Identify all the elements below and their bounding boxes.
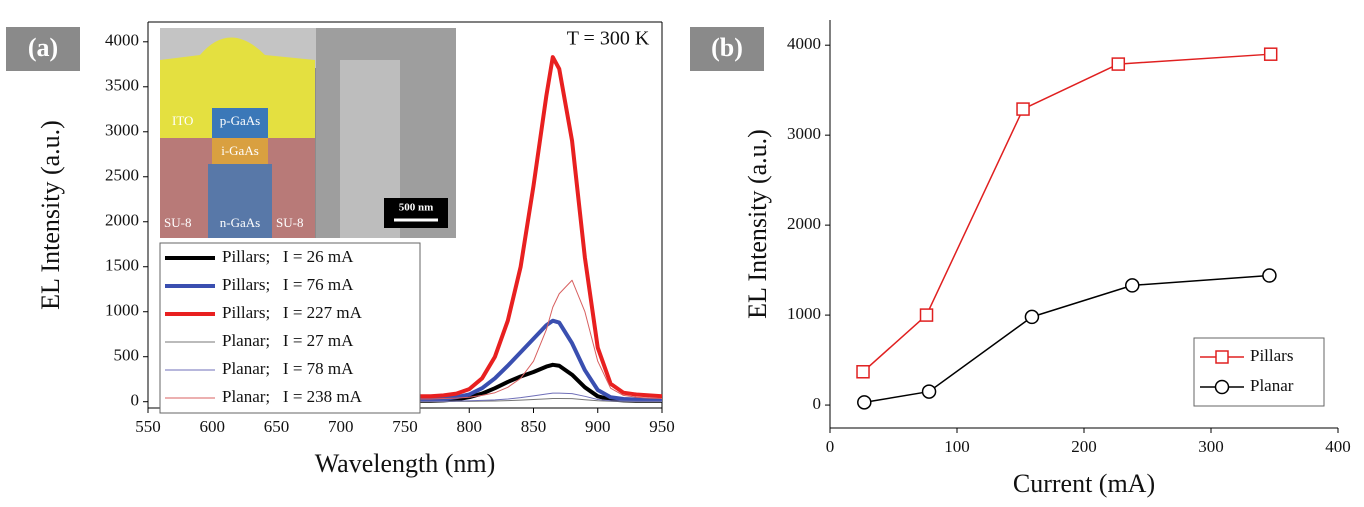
inset: ITO p-GaAs i-GaAs SU-8 n-GaAs SU-8 500 n… <box>160 28 456 238</box>
x-tick-label: 400 <box>1325 437 1351 456</box>
series-line <box>417 279 663 400</box>
inset-label: i-GaAs <box>221 143 259 158</box>
inset-label: n-GaAs <box>220 215 260 230</box>
panel-badge <box>690 27 764 71</box>
x-axis-label: Current (mA) <box>1013 469 1155 498</box>
inset-label: SU-8 <box>276 215 303 230</box>
y-tick-label: 4000 <box>105 31 139 50</box>
legend-label: Planar <box>1250 376 1294 395</box>
x-tick-label: 300 <box>1198 437 1224 456</box>
marker <box>1125 278 1140 293</box>
x-tick-label: 850 <box>521 417 547 436</box>
legend-label: Pillars; I = 76 mA <box>222 275 354 294</box>
legend-label: Planar; I = 27 mA <box>222 331 354 350</box>
y-tick-label: 0 <box>131 391 140 410</box>
inset-label: p-GaAs <box>220 113 260 128</box>
x-tick-label: 800 <box>457 417 483 436</box>
legend-label: Pillars <box>1250 346 1293 365</box>
panel-label: (b) <box>711 33 743 62</box>
x-tick-label: 900 <box>585 417 611 436</box>
marker <box>1215 350 1229 364</box>
scale-bar-box <box>384 198 448 228</box>
marker <box>1111 57 1126 71</box>
marker <box>856 365 870 379</box>
y-tick-label: 2500 <box>105 166 139 185</box>
x-tick-label: 0 <box>826 437 835 456</box>
y-tick-label: 3000 <box>105 121 139 140</box>
y-tick-label: 0 <box>813 394 822 413</box>
inset-p-gaas <box>212 108 268 138</box>
x-tick-label: 700 <box>328 417 354 436</box>
y-tick-label: 500 <box>114 346 140 365</box>
panel-badge <box>6 27 80 71</box>
y-tick-label: 1000 <box>787 304 821 323</box>
panel-label: (a) <box>28 33 58 62</box>
y-tick-label: 3500 <box>105 76 139 95</box>
series-line <box>417 392 662 402</box>
marker <box>921 384 937 399</box>
y-axis-label: EL Intensity (a.u.) <box>36 120 65 310</box>
inset-n-gaas <box>208 164 272 238</box>
legend-label: Pillars; I = 227 mA <box>222 303 363 322</box>
x-tick-label: 750 <box>392 417 418 436</box>
x-tick-label: 100 <box>944 437 970 456</box>
annotation: T = 300 K <box>567 28 650 50</box>
y-tick-label: 1500 <box>105 256 139 275</box>
legend-box <box>159 242 421 414</box>
marker <box>1262 268 1277 283</box>
series-line <box>417 55 663 399</box>
inset-i-gaas <box>212 138 268 164</box>
x-tick-label: 550 <box>135 417 161 436</box>
legend-label: Planar; I = 238 mA <box>222 387 363 406</box>
inset-ito <box>160 37 315 138</box>
scale-bar-label: 500 nm <box>399 202 434 214</box>
marker <box>1263 47 1278 61</box>
marker <box>1214 379 1230 395</box>
x-axis-label: Wavelength (nm) <box>315 449 496 478</box>
series-line <box>417 318 662 402</box>
legend-label: Pillars; I = 26 mA <box>222 247 354 266</box>
marker <box>1024 309 1040 325</box>
series-line <box>862 53 1271 373</box>
marker <box>919 308 934 322</box>
x-tick-label: 200 <box>1071 437 1097 456</box>
y-axis-label: EL Intensity (a.u.) <box>743 129 772 319</box>
marker <box>1016 102 1030 116</box>
x-tick-label: 600 <box>200 417 226 436</box>
y-tick-label: 2000 <box>787 214 821 233</box>
marker <box>857 395 872 410</box>
legend-label: Planar; I = 78 mA <box>222 359 354 378</box>
inset-label: ITO <box>172 113 193 128</box>
legend-box <box>1193 337 1325 407</box>
y-tick-label: 1000 <box>105 301 139 320</box>
x-tick-label: 950 <box>649 417 675 436</box>
y-tick-label: 4000 <box>787 34 821 53</box>
x-tick-label: 650 <box>264 417 290 436</box>
y-tick-label: 2000 <box>105 211 139 230</box>
inset-label: SU-8 <box>164 215 191 230</box>
y-tick-label: 3000 <box>787 124 821 143</box>
